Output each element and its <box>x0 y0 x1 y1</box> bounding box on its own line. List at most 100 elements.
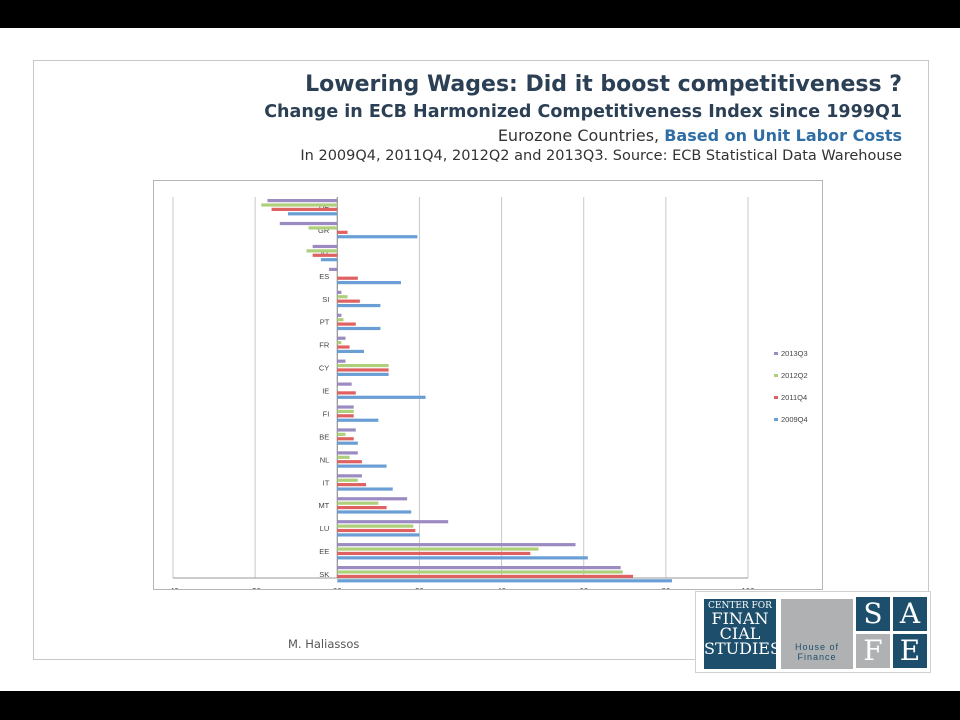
safe-letter: E <box>893 634 927 668</box>
bar-2013Q3 <box>337 474 362 478</box>
bar-2011Q4 <box>337 345 350 349</box>
bar-2009Q4 <box>337 395 426 399</box>
category-label: FI <box>323 409 330 418</box>
category-label: IT <box>323 478 330 487</box>
bar-2012Q2 <box>337 318 344 322</box>
bar-2009Q4 <box>337 487 393 491</box>
bar-2012Q2 <box>337 409 354 414</box>
legend-swatch <box>774 396 778 399</box>
safe-letter: S <box>856 597 890 631</box>
slide-subtitle: Change in ECB Harmonized Competitiveness… <box>264 102 902 122</box>
cfs-logo-line: FINAN <box>711 608 769 628</box>
bar-2009Q4 <box>337 303 381 308</box>
bar-2011Q4 <box>337 414 354 418</box>
category-label: SI <box>322 295 329 304</box>
category-label: AT <box>320 249 329 258</box>
category-label: EE <box>319 547 329 556</box>
x-tick-label: 80 <box>661 587 670 589</box>
bar-2009Q4 <box>320 258 338 262</box>
bar-2013Q3 <box>337 359 346 363</box>
bar-2013Q3 <box>337 428 356 432</box>
author-name: M. Haliassos <box>288 637 360 651</box>
hof-line: House of <box>794 642 840 653</box>
bar-2009Q4 <box>337 235 418 239</box>
bar-2011Q4 <box>337 276 358 280</box>
bar-2013Q3 <box>267 199 338 203</box>
bar-2012Q2 <box>308 226 338 230</box>
bar-2011Q4 <box>271 207 338 211</box>
category-label: SK <box>319 570 329 579</box>
category-label: CY <box>319 364 329 373</box>
category-label: MT <box>318 501 329 510</box>
bar-2012Q2 <box>337 341 342 345</box>
x-tick-label: 00 <box>333 587 342 589</box>
bar-2009Q4 <box>337 556 588 560</box>
safe-letter: F <box>856 634 890 668</box>
subtitle-highlight: Based on Unit Labor Costs <box>664 126 902 145</box>
legend-label: 2012Q2 <box>781 371 808 380</box>
legend-label: 2013Q3 <box>781 349 808 358</box>
category-label: IE <box>322 387 329 396</box>
institution-logo: CENTER FOR FINAN CIAL STUDIES House of Fi… <box>695 591 931 673</box>
x-tick-label: -40 <box>167 587 179 589</box>
bar-2013Q3 <box>337 313 342 317</box>
x-tick-label: -20 <box>249 587 261 589</box>
cfs-logo-line: CIAL <box>719 623 761 643</box>
bar-2012Q2 <box>337 295 348 299</box>
bar-2012Q2 <box>261 203 338 207</box>
bar-2009Q4 <box>337 372 389 376</box>
bar-2012Q2 <box>337 363 389 368</box>
bar-2012Q2 <box>337 478 358 482</box>
x-tick-label: 40 <box>497 587 506 589</box>
bar-2013Q3 <box>337 336 346 340</box>
category-label: PT <box>320 318 330 327</box>
bar-2011Q4 <box>312 253 338 257</box>
bar-2009Q4 <box>337 533 420 537</box>
legend-label: 2011Q4 <box>781 393 807 402</box>
bar-2012Q2 <box>337 272 338 276</box>
legend-swatch <box>774 352 778 355</box>
bar-2009Q4 <box>337 349 364 354</box>
slide-subtitle-2: Eurozone Countries, Based on Unit Labor … <box>498 126 902 145</box>
bar-2009Q4 <box>337 441 358 445</box>
x-tick-label: 20 <box>415 587 424 589</box>
bar-chart: -40 -20 00 20 40 60 80 100 DE GR AT ES SI PT FR CY IE FI B… <box>167 197 808 589</box>
category-label: BE <box>319 432 329 441</box>
slide-title: Lowering Wages: Did it boost competitive… <box>305 72 902 97</box>
bar-2012Q2 <box>337 570 623 574</box>
bar-2012Q2 <box>337 432 346 436</box>
cfs-logo-small: CENTER FOR <box>708 601 772 611</box>
hof-text: House of Finance <box>781 642 853 663</box>
bar-2013Q3 <box>329 267 338 272</box>
bar-2009Q4 <box>288 212 338 216</box>
bar-2011Q4 <box>337 574 633 578</box>
bar-2011Q4 <box>337 299 360 303</box>
bar-2013Q3 <box>337 290 342 294</box>
bar-2012Q2 <box>337 524 414 528</box>
bar-2011Q4 <box>337 391 356 395</box>
category-label: GR <box>318 226 330 235</box>
bar-2011Q4 <box>337 460 362 464</box>
bar-2013Q3 <box>337 382 352 386</box>
house-of-finance-logo: House of Finance <box>781 599 853 669</box>
bar-2013Q3 <box>312 244 338 249</box>
bar-2011Q4 <box>337 551 531 556</box>
x-tick-label: 60 <box>579 587 588 589</box>
cfs-logo: CENTER FOR FINAN CIAL STUDIES <box>704 599 781 669</box>
chart-container: -40 -20 00 20 40 60 80 100 DE GR AT ES SI PT FR CY IE FI B… <box>153 180 823 590</box>
slide: Lowering Wages: Did it boost competitive… <box>0 28 960 691</box>
bar-2009Q4 <box>337 510 412 514</box>
source-note: In 2009Q4, 2011Q4, 2012Q2 and 2013Q3. So… <box>300 148 902 164</box>
bar-2013Q3 <box>337 520 449 524</box>
x-tick-label: 100 <box>741 587 755 589</box>
bar-2012Q2 <box>337 455 350 459</box>
bar-2012Q2 <box>337 386 338 391</box>
hof-line: Finance <box>797 652 837 663</box>
bar-2011Q4 <box>337 322 356 326</box>
bar-2011Q4 <box>337 230 348 234</box>
category-label: DE <box>319 203 329 212</box>
bar-2012Q2 <box>306 249 338 253</box>
bar-2013Q3 <box>279 221 338 226</box>
cfs-logo-line: STUDIES <box>704 638 781 658</box>
bar-2009Q4 <box>337 418 379 422</box>
